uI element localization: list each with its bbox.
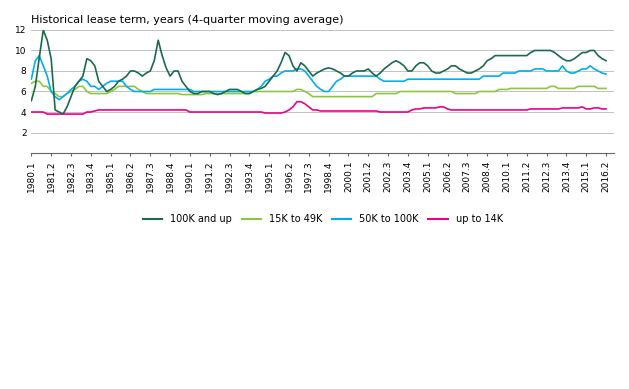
Legend: 100K and up, 15K to 49K, 50K to 100K, up to 14K: 100K and up, 15K to 49K, 50K to 100K, up…: [139, 210, 506, 228]
Text: Historical lease term, years (4-quarter moving average): Historical lease term, years (4-quarter …: [31, 15, 344, 25]
